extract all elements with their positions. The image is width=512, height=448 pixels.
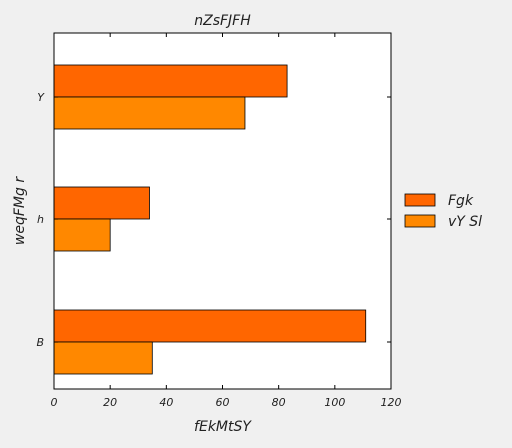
y-axis-label: weqFMg r: [12, 176, 28, 245]
y-tick-label: h: [37, 213, 44, 226]
bar-vY-Sl-B: [53, 341, 153, 375]
x-tick-label: 120: [381, 396, 402, 409]
y-tick-label: B: [36, 336, 44, 349]
legend-label: vY Sl: [448, 214, 482, 230]
x-tick-label: 80: [272, 396, 286, 409]
y-tick-label: Y: [37, 91, 45, 104]
x-tick-label: 0: [51, 396, 58, 409]
plot-frame: [53, 32, 392, 390]
bar-Fgk-B: [53, 309, 367, 343]
x-tick-label: 20: [103, 396, 117, 409]
x-tick-label: 60: [216, 396, 230, 409]
bars-group: [53, 64, 367, 375]
bar-vY-Sl-Y: [53, 96, 246, 130]
chart-title: nZsFJFH: [194, 13, 251, 29]
legend-swatch-Fgk: [404, 193, 436, 207]
bar-vY-Sl-h: [53, 218, 111, 252]
bar-Fgk-Y: [53, 64, 288, 98]
x-tick-label: 40: [159, 396, 173, 409]
legend-swatch-vY-Sl: [404, 214, 436, 228]
ticks-group: Bh Y 0 20 40 60 80 100 120: [36, 33, 402, 409]
bar-Fgk-h: [53, 186, 150, 220]
legend-label: Fgk: [448, 193, 474, 209]
legend: Fgk vY Sl: [404, 193, 482, 230]
x-axis-label: fEkMtSY: [194, 419, 252, 435]
x-tick-label: 100: [324, 396, 345, 409]
